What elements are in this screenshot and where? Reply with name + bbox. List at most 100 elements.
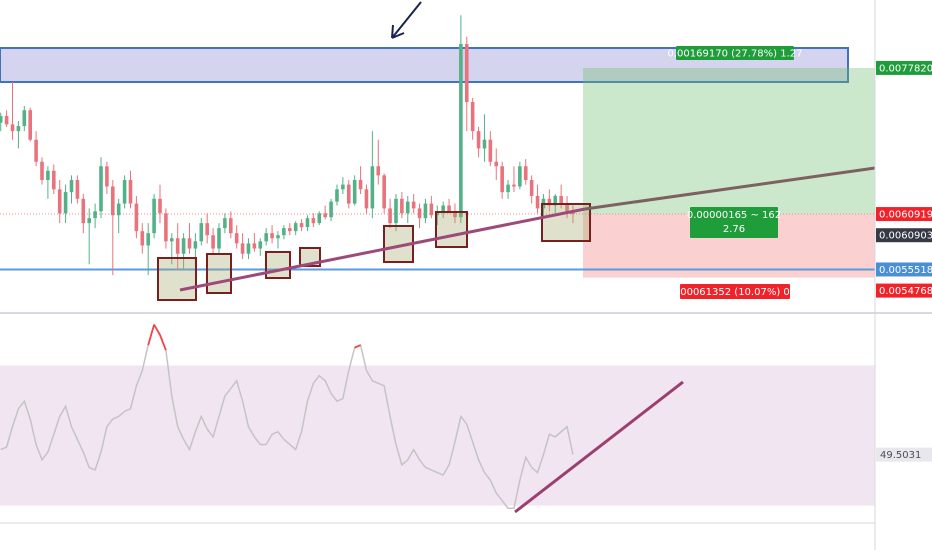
candle-body (352, 179, 357, 204)
candle-body (175, 238, 180, 254)
candle-body (240, 243, 245, 254)
candle-body (394, 198, 398, 224)
candle-body (358, 179, 363, 190)
target-price-tag: 0.00778202 (879, 63, 932, 74)
candle-body (75, 179, 80, 199)
current-price-tag-box (876, 228, 932, 243)
candle-body (28, 110, 33, 140)
candle-body (382, 175, 386, 209)
candle-body (506, 184, 510, 193)
candle-body (223, 218, 227, 229)
support-price-tag: 0.00555184 (879, 265, 932, 276)
indicator-overbought (159, 334, 167, 351)
candle-body (364, 189, 369, 209)
support-box (265, 251, 291, 279)
candle-body (128, 179, 133, 204)
candle-body (16, 126, 21, 132)
trendline (179, 207, 586, 292)
candle-body (341, 184, 345, 190)
candle-body (470, 102, 475, 132)
candle-body (476, 131, 481, 149)
candle-body (447, 205, 451, 212)
candle-body (164, 213, 168, 242)
candle-body (494, 161, 499, 167)
support-box (157, 257, 197, 301)
candle-body (0, 115, 3, 123)
candle-body (246, 243, 251, 254)
indicator-overbought (153, 324, 161, 336)
candle-body (388, 208, 392, 224)
arrow (391, 1, 422, 39)
candle-body (169, 238, 174, 242)
candle-body (4, 115, 9, 125)
entry-price-tag-box (876, 207, 932, 222)
candle-body (559, 195, 563, 204)
marks (0, 15, 575, 509)
indicator-overbought (354, 344, 361, 349)
candle-body (488, 139, 493, 162)
candle-body (464, 44, 469, 103)
candle-body (193, 241, 198, 249)
candle-body (376, 166, 381, 176)
candle-body (258, 241, 263, 249)
candle-body (512, 184, 516, 187)
candle-body (500, 166, 504, 193)
indicator-overbought (147, 324, 155, 346)
indicator-line (0, 322, 574, 509)
current-price-tag: 0.00609032 (879, 231, 932, 242)
candle-body (547, 198, 552, 206)
candle-body (565, 203, 569, 212)
candle-body (553, 195, 558, 206)
candle-body (400, 198, 404, 214)
candle-body (146, 233, 150, 246)
entry-price-tag: 0.00609197 (879, 210, 932, 221)
target-label: 0.00169170 (27.78%) 1.27 (668, 49, 803, 60)
candle-body (110, 186, 115, 216)
candle-body (293, 223, 298, 232)
candle-body (518, 166, 522, 187)
stop-label-box (680, 284, 790, 299)
candle-body (63, 192, 68, 214)
entry-label-box (690, 207, 778, 238)
candle-body (453, 211, 457, 218)
candle-body (81, 198, 86, 224)
stop-price-tag-box (876, 283, 932, 298)
candle-body (22, 110, 27, 127)
entry-label: 0.00000165 ~ 162 (687, 210, 781, 221)
candle-body (199, 223, 204, 242)
candle-body (46, 170, 50, 180)
candle-body (40, 161, 44, 180)
support-box (206, 253, 232, 294)
candle-body (311, 218, 316, 224)
stop-label: 0.00061352 (10.07%) 0.9 (671, 287, 800, 298)
candle-body (317, 213, 322, 224)
candle-body (523, 166, 528, 180)
candle-body (346, 184, 351, 204)
indicator-value-box (876, 447, 932, 462)
candle-body (411, 201, 416, 209)
candle-body (228, 218, 233, 234)
support-box (383, 225, 414, 263)
support-price-tag-box (876, 262, 932, 277)
candle-body (105, 166, 109, 187)
candle-body (329, 201, 333, 218)
candle-body (34, 139, 38, 162)
candle-body (299, 223, 304, 228)
candle-body (423, 203, 428, 219)
candle-body (234, 233, 239, 244)
axes: 0.00169170 (27.78%) 1.27 0.00000165 ~ 162… (668, 46, 932, 462)
candle-body (99, 166, 103, 212)
candle-body (535, 195, 540, 209)
indicator-value-tag: 49.5031 (880, 450, 921, 461)
candle-body (116, 203, 121, 216)
candle-body (93, 211, 97, 219)
candle-body (217, 228, 221, 249)
candle-body (187, 238, 192, 249)
indicator-trendline (514, 380, 684, 514)
support-box (435, 211, 468, 248)
candle-body (264, 233, 268, 242)
candle-body (122, 179, 127, 204)
target-label-box (676, 46, 794, 60)
candle-body (287, 228, 292, 232)
